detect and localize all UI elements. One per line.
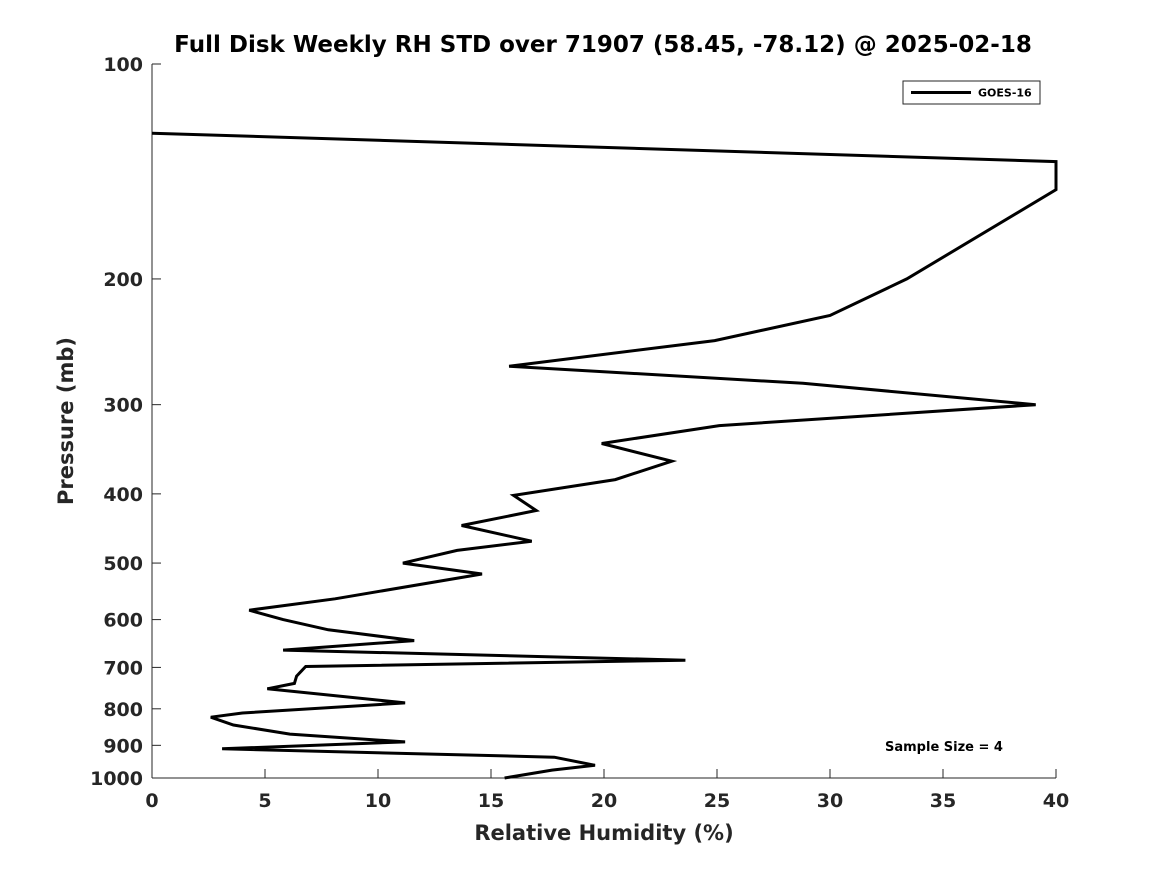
y-axis-label: Pressure (mb) bbox=[54, 337, 78, 505]
x-tick-label: 0 bbox=[145, 790, 158, 812]
x-axis-label: Relative Humidity (%) bbox=[474, 821, 733, 845]
y-axis: 100 200 300 400 500 600 700 800 900 1000 bbox=[90, 54, 161, 790]
x-tick-label: 20 bbox=[591, 790, 617, 812]
x-tick-label: 25 bbox=[704, 790, 730, 812]
y-tick-label: 500 bbox=[103, 553, 143, 575]
legend-box bbox=[902, 80, 1041, 105]
y-tick-label: 200 bbox=[103, 269, 143, 291]
x-tick-label: 5 bbox=[258, 790, 271, 812]
y-tick-label: 400 bbox=[103, 484, 143, 506]
series-layer bbox=[151, 131, 1058, 780]
y-tick-label: 600 bbox=[103, 610, 143, 632]
y-tick-label: 300 bbox=[103, 395, 143, 417]
x-tick-label: 30 bbox=[817, 790, 843, 812]
y-tick-label: 800 bbox=[103, 699, 143, 721]
x-tick-label: 10 bbox=[365, 790, 391, 812]
y-tick-label: 1000 bbox=[90, 768, 143, 790]
x-tick-label: 35 bbox=[930, 790, 956, 812]
sample-size-annotation: Sample Size = 4 bbox=[885, 740, 1003, 755]
plot-frame bbox=[151, 64, 1056, 779]
y-tick-label: 900 bbox=[103, 735, 143, 757]
legend-entry-goes-16: GOES-16 bbox=[978, 87, 1032, 100]
y-tick-label: 100 bbox=[103, 54, 143, 76]
x-tick-label: 40 bbox=[1043, 790, 1069, 812]
y-tick-label: 700 bbox=[103, 657, 143, 679]
x-tick-label: 15 bbox=[478, 790, 504, 812]
series-line-goes-16 bbox=[151, 131, 1058, 780]
chart-title: Full Disk Weekly RH STD over 71907 (58.4… bbox=[174, 32, 1032, 58]
legend: GOES-16 bbox=[902, 80, 1041, 105]
x-axis: 0 5 10 15 20 25 30 35 40 bbox=[145, 769, 1069, 812]
